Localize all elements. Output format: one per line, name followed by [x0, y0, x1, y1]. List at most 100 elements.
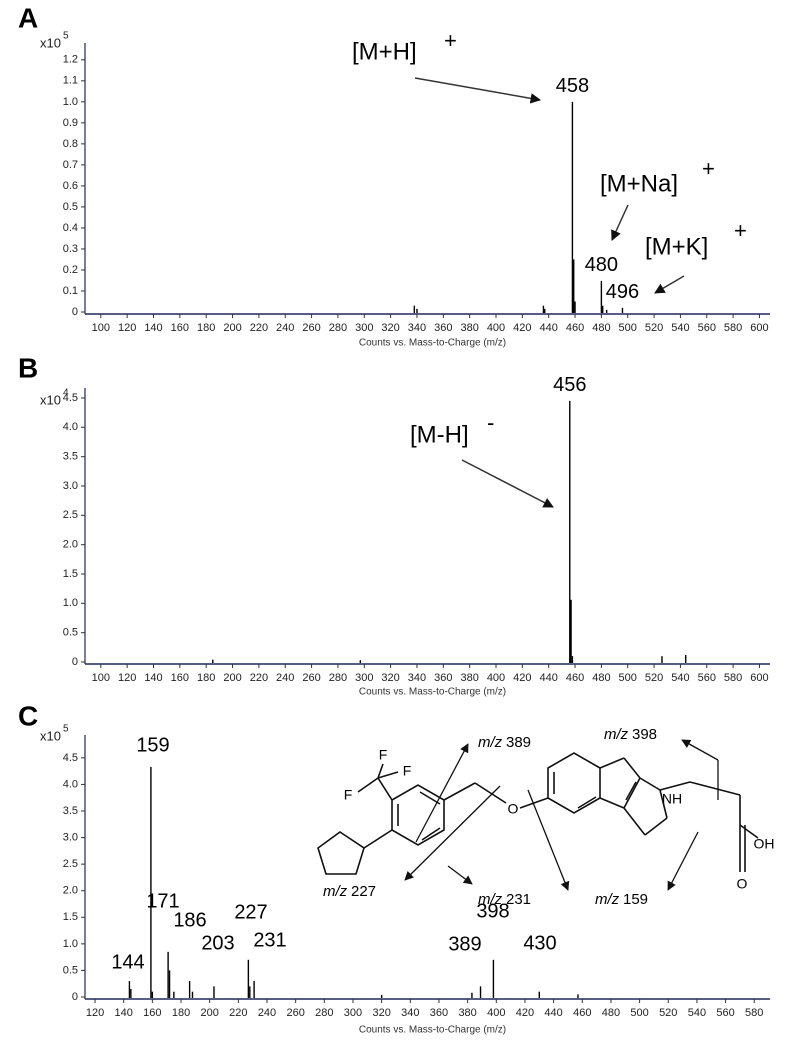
fragment-mz: 159 — [623, 891, 648, 908]
x-tick-label: 460 — [566, 322, 584, 334]
y-scale-exponent: 5 — [63, 724, 69, 735]
x-tick-label: 440 — [540, 672, 558, 684]
y-tick-label: 4.0 — [63, 778, 78, 790]
fragment-mz: 231 — [506, 891, 531, 908]
peak-label: 203 — [201, 932, 234, 954]
x-tick-label: 500 — [619, 672, 637, 684]
y-tick-label: 0 — [72, 656, 78, 668]
y-tick-label: 4.0 — [63, 421, 78, 433]
x-tick-label: 340 — [408, 672, 426, 684]
y-tick-label: 0.8 — [63, 138, 78, 150]
y-tick-label: 4.5 — [63, 752, 78, 764]
atom-label: F — [344, 787, 353, 803]
x-axis-title: Counts vs. Mass-to-Charge (m/z) — [359, 338, 506, 349]
fragment-prefix: m/z — [478, 734, 503, 751]
x-tick-label: 380 — [458, 1007, 476, 1019]
x-tick-label: 180 — [197, 322, 215, 334]
annotation-sup: + — [444, 28, 457, 53]
annotation-sup: - — [487, 410, 494, 435]
x-tick-label: 480 — [602, 1007, 620, 1019]
peak-label: 430 — [523, 932, 556, 954]
x-tick-label: 220 — [250, 672, 268, 684]
y-tick-label: 1.0 — [63, 96, 78, 108]
y-scale: x10 — [40, 392, 61, 407]
x-tick-label: 560 — [698, 672, 716, 684]
y-tick-label: 2.0 — [63, 885, 78, 897]
y-tick-label: 0 — [72, 306, 78, 318]
x-tick-label: 240 — [276, 672, 294, 684]
x-tick-label: 140 — [144, 322, 162, 334]
x-tick-label: 320 — [381, 322, 399, 334]
fragment-prefix: m/z — [595, 891, 620, 908]
x-tick-label: 460 — [566, 672, 584, 684]
y-tick-label: 2.5 — [63, 858, 78, 870]
panel-label: A — [18, 2, 38, 33]
x-tick-label: 460 — [573, 1007, 591, 1019]
x-tick-label: 580 — [745, 1007, 763, 1019]
x-tick-label: 600 — [750, 672, 768, 684]
x-tick-label: 480 — [592, 322, 610, 334]
x-axis-title: Counts vs. Mass-to-Charge (m/z) — [359, 687, 506, 698]
x-tick-label: 380 — [460, 672, 478, 684]
atom-label: NH — [662, 791, 682, 807]
x-tick-label: 540 — [671, 322, 689, 334]
x-tick-label: 160 — [143, 1007, 161, 1019]
x-tick-label: 420 — [513, 322, 531, 334]
x-tick-label: 480 — [592, 672, 610, 684]
annotation: [M-H] — [410, 421, 469, 448]
y-tick-label: 3.5 — [63, 451, 78, 463]
y-tick-label: 0.7 — [63, 159, 78, 171]
x-tick-label: 220 — [250, 322, 268, 334]
x-tick-label: 200 — [223, 322, 241, 334]
y-tick-label: 0.3 — [63, 243, 78, 255]
x-tick-label: 400 — [487, 322, 505, 334]
x-tick-label: 240 — [276, 322, 294, 334]
fragment-mz: 227 — [351, 883, 376, 900]
annotation-sup: + — [702, 156, 715, 181]
x-tick-label: 260 — [286, 1007, 304, 1019]
annotation: [M+K] — [645, 233, 708, 260]
x-tick-label: 300 — [355, 322, 373, 334]
x-tick-label: 500 — [630, 1007, 648, 1019]
y-scale: x10 — [40, 728, 61, 743]
x-tick-label: 500 — [619, 322, 637, 334]
peak-label: 480 — [585, 254, 618, 276]
fragment-prefix: m/z — [323, 883, 348, 900]
x-tick-label: 580 — [724, 672, 742, 684]
peak-label: 227 — [234, 901, 267, 923]
x-tick-label: 100 — [92, 322, 110, 334]
fragment-arrows — [404, 739, 719, 891]
x-tick-label: 380 — [460, 322, 478, 334]
x-tick-label: 540 — [671, 672, 689, 684]
peak-label: 456 — [553, 374, 586, 396]
peak-label: 144 — [111, 951, 144, 973]
atom-label: O — [508, 801, 519, 817]
y-tick-label: 0.2 — [63, 264, 78, 276]
x-tick-label: 520 — [645, 322, 663, 334]
annotation-arrow — [611, 204, 629, 241]
x-tick-label: 360 — [430, 1007, 448, 1019]
x-tick-label: 120 — [118, 672, 136, 684]
x-tick-label: 440 — [540, 322, 558, 334]
x-tick-label: 440 — [544, 1007, 562, 1019]
peak-label: 496 — [606, 281, 639, 303]
y-tick-label: 0 — [72, 991, 78, 1003]
x-tick-label: 200 — [223, 672, 241, 684]
y-tick-label: 1.2 — [63, 54, 78, 66]
x-tick-label: 280 — [315, 1007, 333, 1019]
x-tick-label: 340 — [401, 1007, 419, 1019]
x-tick-label: 200 — [200, 1007, 218, 1019]
atom-label: F — [403, 763, 412, 779]
x-tick-label: 360 — [434, 322, 452, 334]
peak-label: 159 — [136, 734, 169, 756]
x-tick-label: 220 — [229, 1007, 247, 1019]
annotation: [M+H] — [352, 38, 417, 65]
fragment-prefix: m/z — [604, 726, 629, 743]
y-tick-label: 4.5 — [63, 392, 78, 404]
y-tick-label: 0.5 — [63, 627, 78, 639]
x-tick-label: 560 — [716, 1007, 734, 1019]
x-tick-label: 140 — [115, 1007, 133, 1019]
x-tick-label: 400 — [487, 1007, 505, 1019]
x-axis-title: Counts vs. Mass-to-Charge (m/z) — [359, 1025, 506, 1036]
